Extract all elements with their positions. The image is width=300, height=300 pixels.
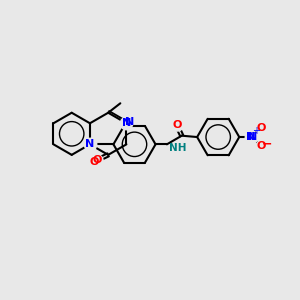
Text: O: O (256, 141, 266, 151)
Text: N: N (248, 132, 257, 142)
Text: O: O (92, 155, 101, 165)
Text: N: N (85, 139, 94, 149)
Text: N: N (125, 117, 135, 127)
Text: N: N (122, 118, 131, 128)
Text: O: O (256, 123, 266, 134)
Text: N: N (246, 132, 255, 142)
Text: O: O (90, 157, 99, 166)
Text: −: − (262, 138, 272, 151)
Text: O: O (172, 120, 182, 130)
Text: +: + (253, 126, 260, 136)
Text: NH: NH (169, 142, 186, 153)
